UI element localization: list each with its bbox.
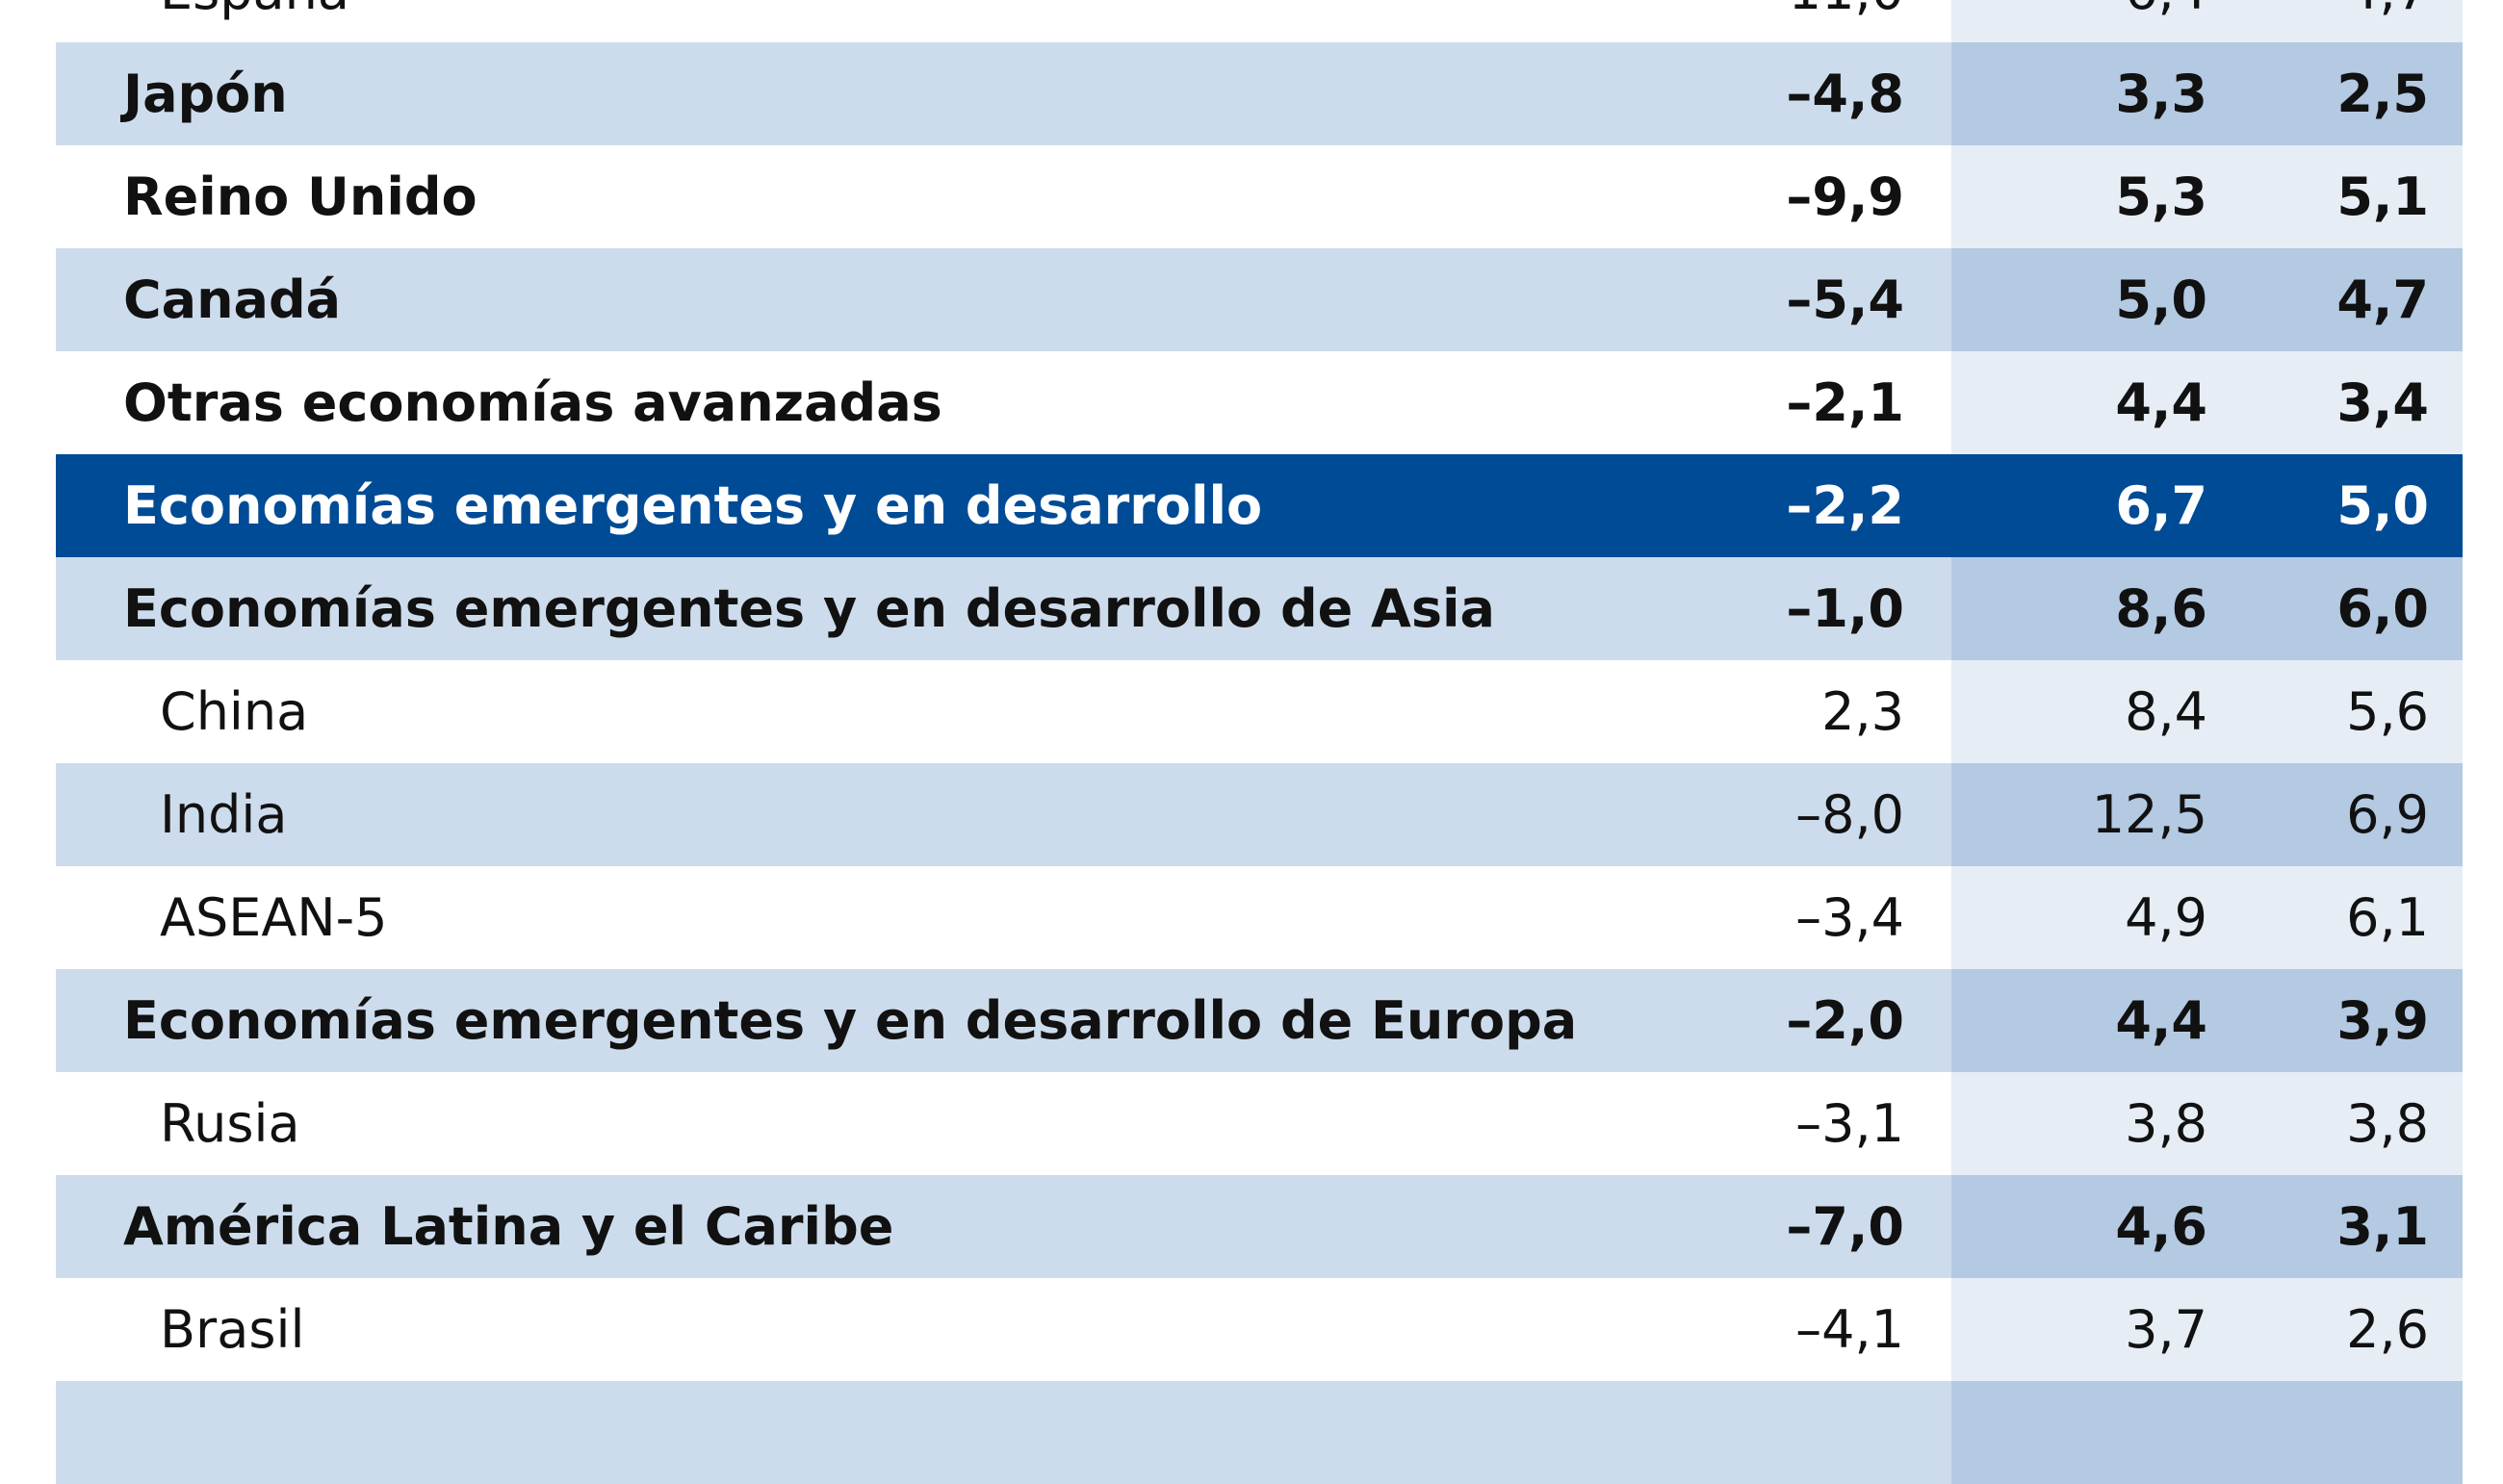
value-cell-3: 6,0 (2336, 578, 2429, 639)
projection-column-shade (1951, 1072, 2463, 1175)
value-cell-2: 8,4 (2125, 681, 2207, 742)
table-row: ASEAN-5 –3,4 4,9 6,1 (56, 866, 2463, 969)
projection-column-shade (1951, 1175, 2463, 1278)
projection-column-shade (1951, 351, 2463, 454)
row-label: Reino Unido (123, 166, 477, 227)
value-cell-3: 6,9 (2346, 784, 2429, 845)
row-label: Brasil (160, 1299, 305, 1360)
projection-column-shade (1951, 42, 2463, 145)
value-cell-1: 2,3 (1821, 681, 1904, 742)
value-cell-3: 3,4 (2336, 372, 2429, 433)
value-cell-2: 6,4 (1919, 0, 2207, 42)
value-cell-1 (1615, 1381, 1904, 1484)
table-row-highlight: Economías emergentes y en desarrollo –2,2… (56, 454, 2463, 557)
value-cell-3: 2,5 (2336, 64, 2429, 124)
row-label: Economías emergentes y en desarrollo de … (123, 578, 1495, 639)
value-cell-3: 3,1 (2336, 1196, 2429, 1257)
value-cell-1: –3,1 (1795, 1093, 1904, 1154)
value-cell-1: –3,4 (1795, 887, 1904, 948)
table-row: Otras economías avanzadas –2,1 4,4 3,4 (56, 351, 2463, 454)
value-cell-3: 5,6 (2346, 681, 2429, 742)
value-cell-3: 3,9 (2336, 990, 2429, 1051)
table-row: América Latina y el Caribe –7,0 4,6 3,1 (56, 1175, 2463, 1278)
row-label: América Latina y el Caribe (123, 1196, 894, 1257)
value-cell-1: –8,0 (1795, 784, 1904, 845)
value-cell-2: 4,4 (2115, 990, 2207, 1051)
value-cell-1: –1,0 (1786, 578, 1904, 639)
projection-column-shade (1951, 763, 2463, 866)
table-row: Japón –4,8 3,3 2,5 (56, 42, 2463, 145)
value-cell-1: –4,8 (1786, 64, 1904, 124)
projection-column-shade (1951, 1278, 2463, 1381)
row-label: Economías emergentes y en desarrollo (123, 475, 1263, 536)
value-cell-2: 4,9 (2125, 887, 2207, 948)
value-cell-3: 4,7 (2336, 269, 2429, 330)
value-cell-2: 6,7 (2115, 475, 2207, 536)
projection-column-shade (1951, 145, 2463, 248)
row-label: Economías emergentes y en desarrollo de … (123, 990, 1578, 1051)
table-row: China 2,3 8,4 5,6 (56, 660, 2463, 763)
value-cell-2: 3,7 (2125, 1299, 2207, 1360)
value-cell-1: –5,4 (1786, 269, 1904, 330)
table-row: Brasil –4,1 3,7 2,6 (56, 1278, 2463, 1381)
projection-column-shade (1951, 557, 2463, 660)
value-cell-2: 5,0 (2115, 269, 2207, 330)
value-cell-3: 5,1 (2336, 166, 2429, 227)
projection-column-shade (1951, 660, 2463, 763)
row-label: Rusia (160, 1093, 300, 1154)
value-cell-3: 4,7 (2140, 0, 2429, 42)
value-cell-3 (2140, 1381, 2429, 1484)
table-row: India –8,0 12,5 6,9 (56, 763, 2463, 866)
value-cell-2: 3,3 (2115, 64, 2207, 124)
row-label: India (160, 784, 288, 845)
value-cell-2: 5,3 (2115, 166, 2207, 227)
value-cell-3: 3,8 (2346, 1093, 2429, 1154)
row-label: Canadá (123, 269, 342, 330)
projection-column-shade (1951, 969, 2463, 1072)
projection-column-shade (1951, 248, 2463, 351)
value-cell-1: –7,0 (1786, 1196, 1904, 1257)
row-label: ASEAN-5 (160, 887, 388, 948)
table-row: Reino Unido –9,9 5,3 5,1 (56, 145, 2463, 248)
value-cell-1: –2,2 (1786, 475, 1904, 536)
table-row (56, 1381, 2463, 1484)
table-row: Rusia –3,1 3,8 3,8 (56, 1072, 2463, 1175)
projection-column-shade (1951, 0, 2463, 42)
value-cell-1: –2,0 (1786, 990, 1904, 1051)
value-cell-2: 4,4 (2115, 372, 2207, 433)
row-label: Otras economías avanzadas (123, 372, 942, 433)
value-cell-2: 8,6 (2115, 578, 2207, 639)
value-cell-2: 4,6 (2115, 1196, 2207, 1257)
row-label: Japón (123, 64, 288, 124)
value-cell-3: 5,0 (2336, 475, 2429, 536)
value-cell-1: –9,9 (1786, 166, 1904, 227)
table-row: Canadá –5,4 5,0 4,7 (56, 248, 2463, 351)
value-cell-2: 3,8 (2125, 1093, 2207, 1154)
value-cell-2: 12,5 (2091, 784, 2207, 845)
value-cell-1: –4,1 (1795, 1299, 1904, 1360)
value-cell-3: 2,6 (2346, 1299, 2429, 1360)
table-row: Economías emergentes y en desarrollo de … (56, 557, 2463, 660)
value-cell-3: 6,1 (2346, 887, 2429, 948)
table-row: Economías emergentes y en desarrollo de … (56, 969, 2463, 1072)
value-cell-1: –11,0 (1615, 0, 1904, 42)
projection-column-shade (1951, 866, 2463, 969)
row-label: España (160, 0, 349, 42)
table-row: España –11,0 6,44,7 (56, 0, 2463, 42)
value-cell-1: –2,1 (1786, 372, 1904, 433)
row-label: China (160, 681, 309, 742)
